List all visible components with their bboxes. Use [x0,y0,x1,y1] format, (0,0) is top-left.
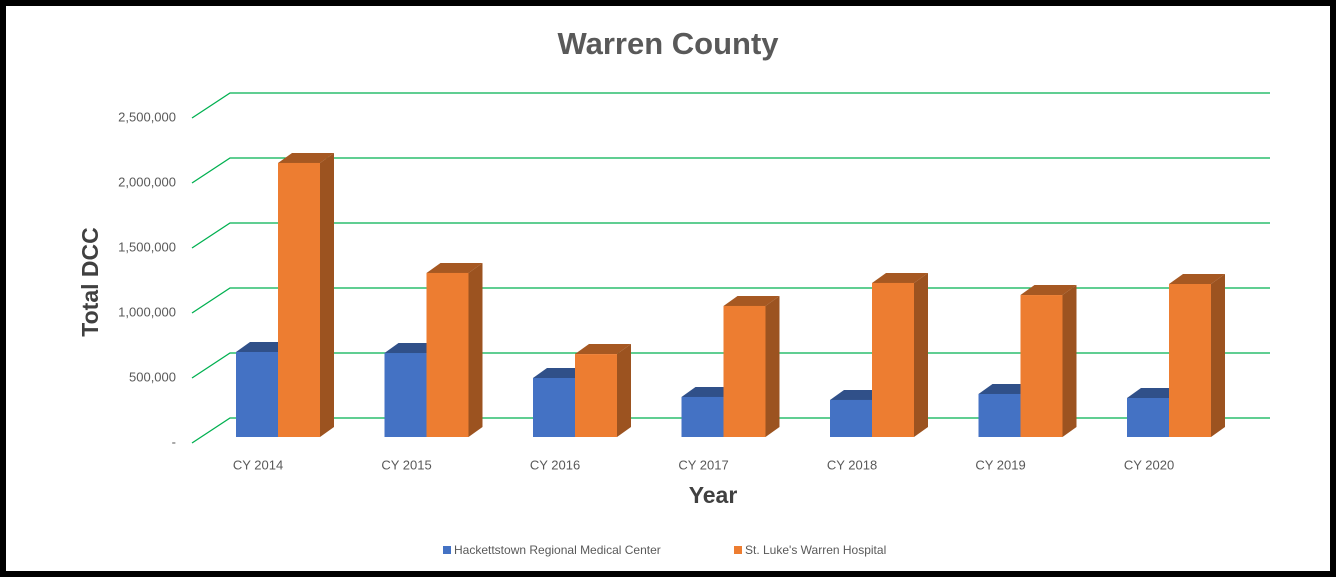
bar-side [320,152,334,437]
bar [872,272,928,437]
bar-front [872,282,914,437]
bar-top [723,295,780,306]
legend-swatch [443,546,451,554]
x-tick-label: CY 2015 [381,457,431,472]
bar-front [236,351,278,437]
bar-front [1169,283,1211,437]
bar-side [1211,273,1225,437]
x-tick-label: CY 2019 [975,457,1025,472]
x-tick-label: CY 2014 [233,457,283,472]
bar-front [533,377,575,437]
bar-front [830,399,872,437]
y-tick-label: - [172,434,176,449]
grid-line [191,157,1270,184]
bar [575,344,631,437]
y-tick-label: 2,500,000 [118,109,176,124]
legend-swatch [734,546,742,554]
bar-side [1062,285,1077,437]
bar [1169,273,1225,437]
bar-top [1020,285,1077,296]
bar-side [468,262,483,437]
bar-top [872,272,928,283]
bar [1020,285,1077,437]
bar [278,152,334,437]
bar-side [617,344,631,437]
y-tick-label: 2,000,000 [118,174,176,189]
bar [426,262,483,437]
bar [723,295,780,437]
x-tick-label: CY 2017 [678,457,728,472]
bar-front [978,393,1021,437]
y-tick-label: 1,500,000 [118,239,176,254]
grid-line [191,222,1270,249]
bar-front [278,162,320,437]
x-tick-label: CY 2020 [1124,457,1174,472]
chart-title: Warren County [557,26,779,61]
bar-top [278,152,334,163]
legend-label: Hackettstown Regional Medical Center [454,543,661,557]
x-axis-title: Year [689,482,738,508]
bar-top [575,344,631,355]
y-axis-title: Total DCC [77,227,103,336]
bar-front [1020,295,1063,437]
x-tick-label: CY 2018 [827,457,877,472]
grid-line [191,92,1270,119]
x-tick-label: CY 2016 [530,457,580,472]
bar-front [426,272,469,437]
bar-top [1169,273,1225,284]
bar-front [723,305,766,437]
bar-top [426,262,483,273]
bar-side [765,295,780,437]
bar-front [384,353,427,437]
bar-front [1127,398,1169,437]
bar-front [575,354,617,437]
y-tick-label: 500,000 [129,369,176,384]
y-tick-label: 1,000,000 [118,304,176,319]
bar-front [681,396,724,437]
bar-side [914,272,928,437]
legend-label: St. Luke's Warren Hospital [745,543,886,557]
